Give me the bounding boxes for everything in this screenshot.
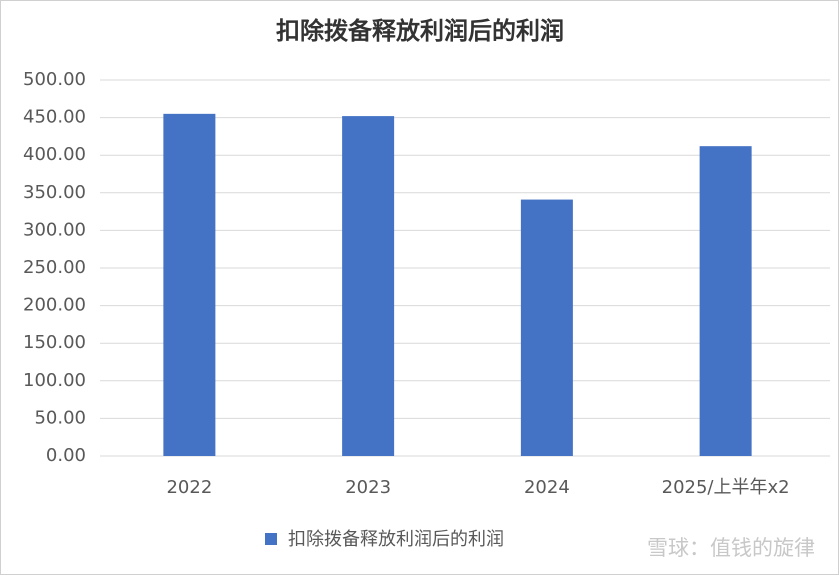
watermark: 雪球：值钱的旋律: [647, 536, 815, 560]
y-tick-label: 500.00: [23, 69, 86, 90]
y-tick-label: 400.00: [23, 144, 86, 165]
y-tick-label: 0.00: [46, 445, 86, 466]
y-tick-label: 300.00: [23, 219, 86, 240]
x-tick-label: 2023: [345, 477, 391, 498]
y-tick-label: 50.00: [34, 407, 86, 428]
y-tick-label: 100.00: [23, 370, 86, 391]
x-tick-label: 2025/上半年x2: [662, 477, 790, 498]
bar: [699, 146, 752, 456]
legend-label: 扣除拨备释放利润后的利润: [288, 529, 504, 550]
y-tick-label: 450.00: [23, 107, 86, 128]
x-tick-label: 2022: [166, 477, 212, 498]
bar: [342, 116, 395, 456]
y-tick-label: 200.00: [23, 295, 86, 316]
y-tick-label: 250.00: [23, 257, 86, 278]
bar: [520, 199, 573, 456]
chart-title: 扣除拨备释放利润后的利润: [276, 17, 564, 45]
legend-swatch: [265, 533, 277, 545]
bar: [163, 113, 216, 456]
y-tick-label: 350.00: [23, 182, 86, 203]
x-tick-label: 2024: [524, 477, 570, 498]
y-tick-label: 150.00: [23, 332, 86, 353]
